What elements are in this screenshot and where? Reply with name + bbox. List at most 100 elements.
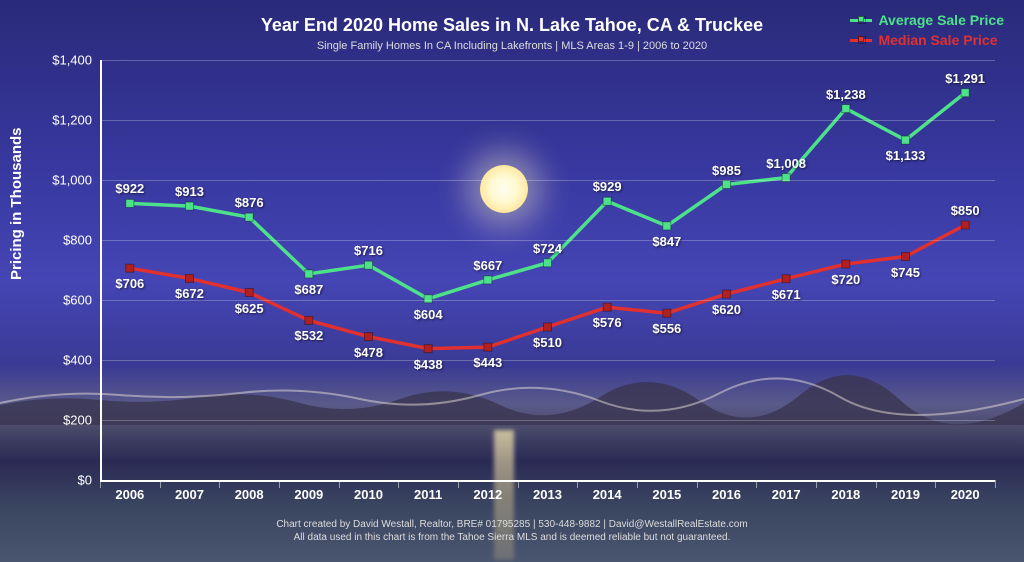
- data-label: $985: [712, 163, 741, 178]
- data-label: $929: [593, 179, 622, 194]
- y-tick-label: $1,000: [52, 173, 92, 188]
- data-label: $604: [414, 307, 443, 322]
- legend-label: Median Sale Price: [878, 32, 997, 48]
- legend-swatch-icon: [850, 19, 872, 22]
- series-marker: [544, 323, 552, 331]
- series-marker: [902, 136, 910, 144]
- data-label: $576: [593, 315, 622, 330]
- data-label: $716: [354, 243, 383, 258]
- y-axis-label: Pricing in Thousands: [8, 127, 25, 280]
- series-marker: [603, 197, 611, 205]
- x-tick-label: 2016: [712, 487, 741, 502]
- series-marker: [663, 309, 671, 317]
- series-marker: [365, 333, 373, 341]
- y-tick-label: $600: [63, 293, 92, 308]
- series-marker: [723, 290, 731, 298]
- data-label: $671: [772, 287, 801, 302]
- data-label: $724: [533, 241, 562, 256]
- gridline: [100, 60, 995, 61]
- data-label: $672: [175, 286, 204, 301]
- data-label: $876: [235, 195, 264, 210]
- x-tick-label: 2014: [593, 487, 622, 502]
- series-marker: [424, 345, 432, 353]
- gridline: [100, 180, 995, 181]
- x-tick-label: 2013: [533, 487, 562, 502]
- x-tick-label: 2010: [354, 487, 383, 502]
- series-marker: [424, 295, 432, 303]
- series-marker: [603, 303, 611, 311]
- x-tick-mark: [160, 480, 161, 488]
- x-tick-mark: [697, 480, 698, 488]
- y-tick-label: $1,200: [52, 113, 92, 128]
- gridline: [100, 120, 995, 121]
- data-label: $706: [115, 276, 144, 291]
- x-tick-mark: [100, 480, 101, 488]
- series-marker: [305, 270, 313, 278]
- data-label: $1,008: [766, 156, 806, 171]
- y-tick-label: $0: [78, 473, 92, 488]
- series-marker: [484, 276, 492, 284]
- x-tick-label: 2012: [473, 487, 502, 502]
- series-marker: [484, 343, 492, 351]
- series-marker: [186, 202, 194, 210]
- series-marker: [723, 181, 731, 189]
- series-marker: [544, 259, 552, 267]
- data-label: $667: [473, 258, 502, 273]
- data-label: $1,133: [886, 148, 926, 163]
- x-tick-mark: [279, 480, 280, 488]
- gridline: [100, 360, 995, 361]
- y-tick-label: $200: [63, 413, 92, 428]
- x-tick-mark: [398, 480, 399, 488]
- y-tick-label: $400: [63, 353, 92, 368]
- x-tick-mark: [219, 480, 220, 488]
- data-label: $1,291: [945, 71, 985, 86]
- data-label: $620: [712, 302, 741, 317]
- series-marker: [663, 222, 671, 230]
- x-tick-mark: [637, 480, 638, 488]
- y-tick-label: $1,400: [52, 53, 92, 68]
- data-label: $922: [115, 181, 144, 196]
- plot-area: [100, 60, 995, 480]
- x-tick-mark: [756, 480, 757, 488]
- x-tick-mark: [935, 480, 936, 488]
- x-tick-label: 2017: [772, 487, 801, 502]
- data-label: $438: [414, 357, 443, 372]
- legend-label: Average Sale Price: [878, 12, 1004, 28]
- series-marker: [365, 261, 373, 269]
- data-label: $1,238: [826, 87, 866, 102]
- x-tick-mark: [577, 480, 578, 488]
- data-label: $510: [533, 335, 562, 350]
- series-marker: [842, 105, 850, 113]
- x-tick-mark: [339, 480, 340, 488]
- x-tick-mark: [876, 480, 877, 488]
- x-tick-label: 2008: [235, 487, 264, 502]
- data-label: $532: [294, 328, 323, 343]
- series-marker: [782, 275, 790, 283]
- series-marker: [305, 316, 313, 324]
- legend: Average Sale Price Median Sale Price: [850, 12, 1004, 52]
- data-label: $478: [354, 345, 383, 360]
- data-label: $687: [294, 282, 323, 297]
- series-marker: [126, 199, 134, 207]
- y-tick-label: $800: [63, 233, 92, 248]
- series-marker: [126, 264, 134, 272]
- data-label: $443: [473, 355, 502, 370]
- data-label: $625: [235, 301, 264, 316]
- series-marker: [842, 260, 850, 268]
- series-marker: [961, 89, 969, 97]
- data-label: $720: [831, 272, 860, 287]
- x-tick-mark: [995, 480, 996, 488]
- x-tick-label: 2020: [951, 487, 980, 502]
- x-axis-line: [100, 480, 995, 482]
- series-marker: [902, 253, 910, 261]
- series-marker: [245, 213, 253, 221]
- series-marker: [961, 221, 969, 229]
- x-tick-mark: [816, 480, 817, 488]
- chart-credit: Chart created by David Westall, Realtor,…: [0, 518, 1024, 544]
- chart-container: Year End 2020 Home Sales in N. Lake Taho…: [0, 0, 1024, 562]
- data-label: $556: [652, 321, 681, 336]
- x-tick-label: 2019: [891, 487, 920, 502]
- x-tick-mark: [518, 480, 519, 488]
- data-label: $913: [175, 184, 204, 199]
- legend-item-average: Average Sale Price: [850, 12, 1004, 28]
